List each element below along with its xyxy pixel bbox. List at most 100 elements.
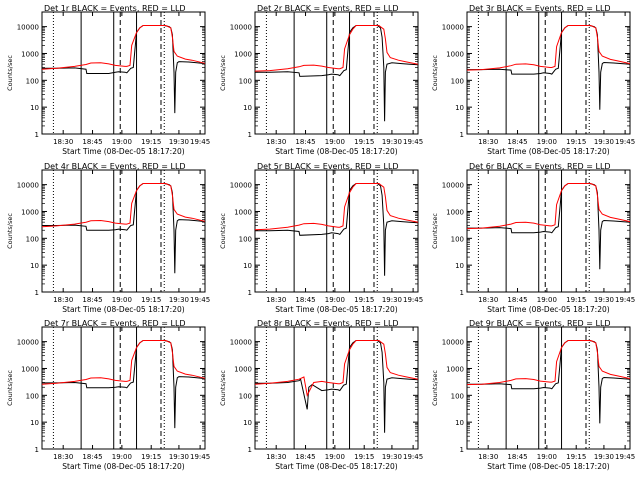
series-lld	[254, 340, 419, 397]
x-tick-label: 19:30	[594, 453, 614, 461]
y-tick-label: 1	[35, 131, 39, 139]
x-tick-label: 18:30	[53, 296, 73, 304]
series-events	[255, 183, 419, 276]
y-tick-label: 10	[455, 262, 464, 270]
x-tick-label: 18:45	[82, 296, 102, 304]
y-tick-label: 1000	[234, 365, 252, 373]
y-tick-label: 1	[248, 446, 252, 454]
x-tick-label: 19:45	[615, 138, 635, 146]
series-lld	[466, 25, 631, 71]
x-axis-label: Start Time (08-Dec-05 18:17:20)	[62, 462, 184, 471]
x-tick-label: 18:30	[478, 453, 498, 461]
y-axis-label: Counts/sec	[219, 55, 227, 91]
chart-panel-6: 1 10 100 1000 10000 18:30 18:45 19:00 19:15 19:30…	[431, 162, 635, 314]
y-tick-label: 1	[460, 131, 464, 139]
y-tick-label: 1	[248, 289, 252, 297]
y-tick-label: 100	[451, 77, 464, 85]
y-axis-label: Counts/sec	[6, 213, 14, 249]
x-tick-label: 18:45	[82, 138, 102, 146]
y-tick-label: 1	[460, 446, 464, 454]
chart-title: Det 7r BLACK = Events, RED = LLD	[44, 319, 186, 328]
y-tick-label: 100	[26, 77, 39, 85]
chart-panel-8: 1 10 100 1000 10000 18:30 18:45 19:00 19:15 19:30…	[219, 319, 423, 471]
x-tick-label: 19:30	[169, 138, 189, 146]
x-tick-label: 18:45	[507, 296, 527, 304]
y-tick-label: 10000	[230, 339, 252, 347]
x-tick-label: 19:15	[141, 138, 161, 146]
plot-frame	[254, 326, 419, 450]
y-tick-label: 10	[243, 104, 252, 112]
y-tick-label: 100	[26, 235, 39, 243]
chart-title: Det 5r BLACK = Events, RED = LLD	[257, 162, 399, 171]
x-tick-label: 18:30	[53, 453, 73, 461]
y-axis-label: Counts/sec	[431, 213, 439, 249]
x-axis-label: Start Time (08-Dec-05 18:17:20)	[487, 462, 609, 471]
x-tick-label: 19:00	[325, 138, 345, 146]
x-tick-label: 19:15	[354, 453, 374, 461]
y-axis-label: Counts/sec	[219, 213, 227, 249]
plot-frame	[466, 169, 631, 293]
x-tick-label: 19:30	[382, 138, 402, 146]
y-tick-label: 10000	[17, 24, 39, 32]
chart-title: Det 9r BLACK = Events, RED = LLD	[469, 319, 611, 328]
chart-panel-5: 1 10 100 1000 10000 18:30 18:45 19:00 19:15 19:30…	[219, 162, 423, 314]
series-lld	[41, 25, 206, 70]
y-tick-label: 10	[243, 262, 252, 270]
y-axis-label: Counts/sec	[6, 370, 14, 406]
y-tick-label: 100	[26, 392, 39, 400]
x-tick-label: 19:00	[537, 296, 557, 304]
series-events	[255, 340, 419, 433]
plot-frame	[41, 11, 206, 135]
chart-title: Det 6r BLACK = Events, RED = LLD	[469, 162, 611, 171]
x-tick-label: 19:45	[403, 138, 423, 146]
chart-title: Det 8r BLACK = Events, RED = LLD	[257, 319, 399, 328]
series-events	[42, 340, 206, 429]
y-tick-label: 10000	[442, 182, 464, 190]
plot-frame	[254, 11, 419, 135]
y-axis-label: Counts/sec	[431, 370, 439, 406]
chart-title: Det 2r BLACK = Events, RED = LLD	[257, 4, 399, 13]
y-tick-label: 10	[243, 419, 252, 427]
y-tick-label: 100	[451, 392, 464, 400]
y-tick-label: 1000	[446, 50, 464, 58]
x-tick-label: 18:45	[295, 296, 315, 304]
x-tick-label: 19:30	[594, 296, 614, 304]
y-tick-label: 1	[248, 131, 252, 139]
y-tick-label: 10	[455, 419, 464, 427]
x-tick-label: 19:15	[354, 138, 374, 146]
x-axis-label: Start Time (08-Dec-05 18:17:20)	[275, 147, 397, 156]
y-tick-label: 10000	[17, 182, 39, 190]
chart-title: Det 4r BLACK = Events, RED = LLD	[44, 162, 186, 171]
y-tick-label: 1	[35, 289, 39, 297]
x-tick-label: 18:45	[82, 453, 102, 461]
x-tick-label: 19:30	[594, 138, 614, 146]
y-tick-label: 10000	[17, 339, 39, 347]
series-events	[42, 183, 206, 274]
x-tick-label: 19:45	[615, 453, 635, 461]
y-axis-label: Counts/sec	[219, 370, 227, 406]
series-lld	[466, 183, 631, 230]
series-lld	[254, 25, 419, 72]
y-tick-label: 1000	[21, 365, 39, 373]
x-axis-label: Start Time (08-Dec-05 18:17:20)	[487, 147, 609, 156]
y-tick-label: 10	[30, 262, 39, 270]
x-axis-label: Start Time (08-Dec-05 18:17:20)	[275, 305, 397, 314]
x-tick-label: 18:30	[266, 138, 286, 146]
x-tick-label: 18:30	[478, 296, 498, 304]
x-axis-label: Start Time (08-Dec-05 18:17:20)	[487, 305, 609, 314]
x-tick-label: 19:45	[403, 296, 423, 304]
x-tick-label: 18:45	[295, 138, 315, 146]
x-tick-label: 18:30	[478, 138, 498, 146]
x-tick-label: 18:45	[295, 453, 315, 461]
y-tick-label: 1000	[234, 208, 252, 216]
y-tick-label: 10000	[230, 182, 252, 190]
x-tick-label: 18:30	[53, 138, 73, 146]
x-tick-label: 19:00	[537, 138, 557, 146]
x-tick-label: 19:30	[382, 453, 402, 461]
chart-panel-1: 1 10 100 1000 10000 18:30 18:45 19:00 19:15 19:30…	[6, 4, 210, 156]
x-tick-label: 18:45	[507, 138, 527, 146]
y-tick-label: 100	[239, 235, 252, 243]
y-tick-label: 10000	[442, 24, 464, 32]
x-tick-label: 19:15	[141, 296, 161, 304]
